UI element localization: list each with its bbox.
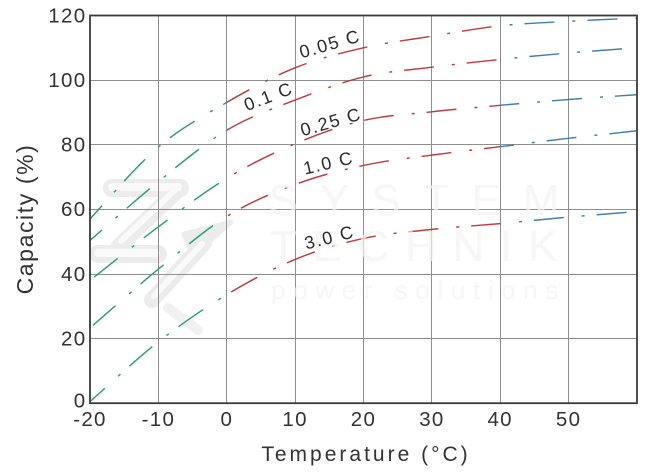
svg-text:0: 0 bbox=[74, 390, 87, 413]
svg-text:TECHNIK: TECHNIK bbox=[270, 222, 573, 271]
svg-text:Temperature (°C): Temperature (°C) bbox=[261, 443, 470, 466]
svg-text:0: 0 bbox=[220, 408, 233, 431]
svg-text:power solutions: power solutions bbox=[271, 275, 566, 305]
svg-text:SYSTEM: SYSTEM bbox=[269, 176, 582, 225]
svg-text:TECHNIK: TECHNIK bbox=[270, 222, 573, 271]
svg-text:-10: -10 bbox=[142, 408, 176, 431]
svg-text:50: 50 bbox=[556, 408, 581, 431]
svg-text:20: 20 bbox=[61, 328, 86, 351]
svg-text:20: 20 bbox=[351, 408, 376, 431]
svg-text:80: 80 bbox=[61, 134, 86, 157]
svg-text:120: 120 bbox=[48, 5, 86, 28]
svg-text:Capacity (%): Capacity (%) bbox=[12, 144, 38, 295]
svg-text:10: 10 bbox=[282, 408, 307, 431]
svg-text:40: 40 bbox=[61, 263, 86, 286]
svg-text:100: 100 bbox=[48, 69, 86, 92]
svg-text:power solutions: power solutions bbox=[271, 275, 566, 305]
svg-text:40: 40 bbox=[487, 408, 512, 431]
svg-text:SYSTEM: SYSTEM bbox=[269, 176, 582, 225]
svg-text:-20: -20 bbox=[73, 408, 107, 431]
svg-text:30: 30 bbox=[419, 408, 444, 431]
svg-text:60: 60 bbox=[61, 198, 86, 221]
